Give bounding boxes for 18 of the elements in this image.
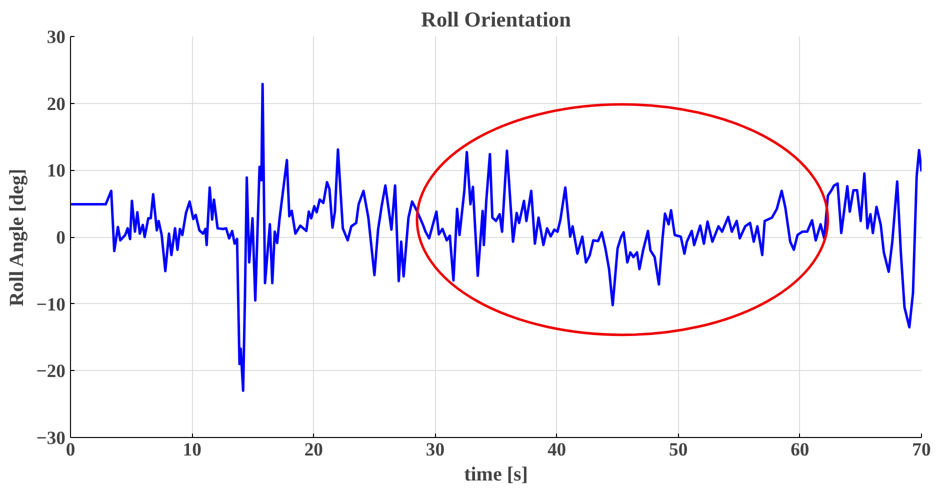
- y-tick-label: −30: [36, 428, 66, 449]
- y-axis-title: Roll Angle [deg]: [6, 168, 28, 306]
- y-tick-label: 10: [46, 160, 66, 182]
- x-axis-title: time [s]: [464, 464, 528, 486]
- x-tick-label: 30: [426, 440, 445, 460]
- x-tick-label: 60: [790, 440, 810, 460]
- y-tick-label: 0: [56, 228, 66, 248]
- y-tick-label: −20: [36, 361, 66, 382]
- x-tick-label: 10: [182, 440, 202, 460]
- y-tick-label: −10: [36, 294, 66, 316]
- x-tick-label: 70: [912, 440, 931, 460]
- chart-title: Roll Orientation: [421, 8, 572, 32]
- x-tick-label: 50: [669, 440, 688, 460]
- y-tick-label: 30: [46, 27, 66, 48]
- x-tick-label: 20: [304, 440, 323, 460]
- line-series: [70, 82, 922, 392]
- y-tick-label: 20: [46, 94, 66, 115]
- x-tick-label: 40: [547, 440, 566, 460]
